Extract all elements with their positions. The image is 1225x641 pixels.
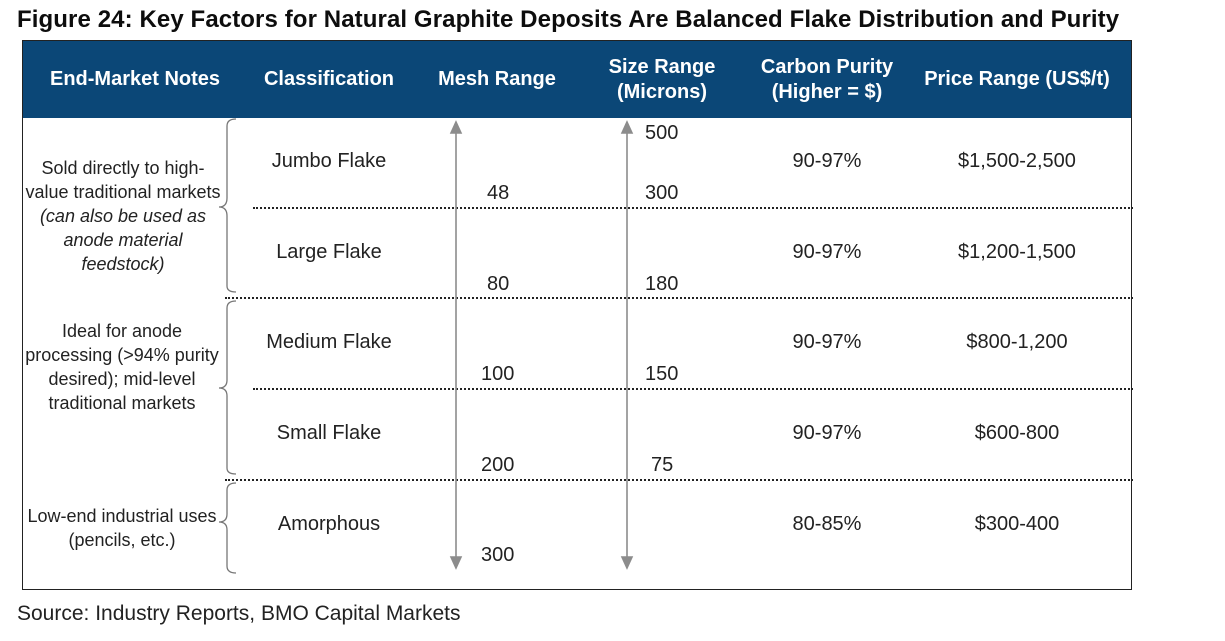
figure-table: End-Market Notes Classification Mesh Ran… — [22, 40, 1133, 590]
size-tick: 75 — [651, 454, 674, 476]
note-group-2: Ideal for anode processing (>94% purity … — [25, 321, 219, 413]
row-price: $1,200-1,500 — [958, 240, 1076, 263]
header-end-market-notes: End-Market Notes — [49, 68, 221, 90]
row-divider — [225, 297, 1133, 299]
header-carbon-purity: Carbon Purity (Higher = $) — [760, 55, 894, 103]
row-classification: Medium Flake — [266, 330, 392, 353]
mesh-tick: 80 — [487, 273, 510, 295]
size-tick: 150 — [645, 363, 679, 385]
row-classification: Jumbo Flake — [271, 149, 387, 172]
header-price-range: Price Range (US$/t) — [924, 68, 1110, 90]
brace-group-1 — [218, 118, 237, 293]
header-size-range: Size Range (Microns) — [608, 55, 716, 103]
size-tick: 300 — [645, 182, 679, 204]
row-classification: Small Flake — [276, 421, 382, 444]
header-mesh-range: Mesh Range — [438, 68, 556, 90]
row-purity: 90-97% — [792, 149, 862, 172]
mesh-tick: 100 — [481, 363, 515, 385]
row-purity: 90-97% — [792, 421, 862, 444]
mesh-tick: 300 — [481, 544, 515, 566]
row-price: $600-800 — [974, 421, 1060, 444]
row-classification: Large Flake — [276, 240, 382, 263]
row-divider — [253, 388, 1133, 390]
size-arrow-down-icon — [620, 556, 634, 570]
row-purity: 90-97% — [792, 240, 862, 263]
row-divider — [253, 207, 1133, 209]
row-price: $800-1,200 — [966, 330, 1068, 353]
mesh-tick: 48 — [487, 182, 510, 204]
header-classification: Classification — [263, 68, 395, 90]
source-note: Source: Industry Reports, BMO Capital Ma… — [17, 602, 461, 625]
row-divider — [225, 479, 1133, 481]
size-tick: 180 — [645, 273, 679, 295]
size-tick: 500 — [645, 122, 679, 144]
mesh-arrow-down-icon — [449, 556, 463, 570]
mesh-arrow-up-icon — [449, 120, 463, 134]
table-header: End-Market Notes Classification Mesh Ran… — [23, 41, 1131, 118]
mesh-tick: 200 — [481, 454, 515, 476]
row-classification: Amorphous — [277, 512, 381, 535]
size-arrow-up-icon — [620, 120, 634, 134]
row-price: $1,500-2,500 — [958, 149, 1076, 172]
row-purity: 90-97% — [792, 330, 862, 353]
row-purity: 80-85% — [792, 512, 862, 535]
note-group-3: Low-end industrial uses (pencils, etc.) — [27, 506, 217, 550]
note-group-1: Sold directly to high-value traditional … — [25, 158, 221, 274]
figure-title: Figure 24: Key Factors for Natural Graph… — [17, 6, 1120, 33]
row-price: $300-400 — [974, 512, 1060, 535]
brace-group-3 — [218, 482, 237, 574]
brace-group-2 — [218, 300, 237, 475]
